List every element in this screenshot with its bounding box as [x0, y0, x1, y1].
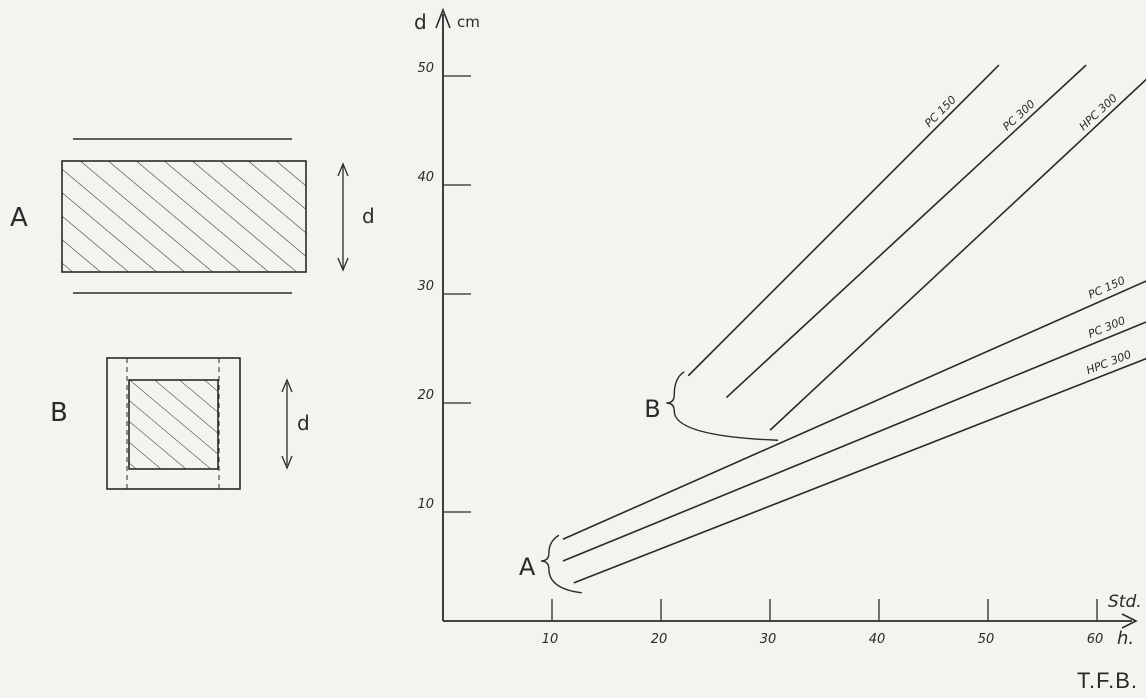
section-b-outer-square	[106, 357, 241, 490]
series-line-a-pc-300	[562, 321, 1146, 562]
y-axis-unit: cm	[457, 13, 480, 31]
section-b-dimension-label: d	[297, 411, 310, 435]
y-tick-label: 20	[417, 388, 434, 403]
series-line-a-pc-150	[562, 280, 1146, 540]
chart-ticks: 102030405060701020304050	[417, 61, 1104, 647]
section-b-label: B	[50, 398, 68, 428]
y-axis-arrow	[435, 7, 451, 29]
y-tick-label: 10	[417, 497, 434, 512]
x-tick-label: 60	[1087, 632, 1104, 647]
section-a-hatched-slab	[61, 160, 307, 273]
series-line-b-pc-150	[687, 64, 1000, 377]
group-label-b: B	[644, 395, 660, 423]
section-a-diagram	[61, 138, 349, 294]
series-line-a-hpc-300	[573, 357, 1146, 584]
y-tick-label: 40	[417, 170, 434, 185]
x-tick-label: 10	[542, 632, 559, 647]
credit-text: T.F.B.	[1076, 668, 1138, 693]
section-a-dimension-label: d	[362, 204, 375, 228]
x-tick-label: 30	[760, 632, 777, 647]
series-label: HPC 300	[1077, 92, 1120, 134]
section-b-hatched-core	[128, 379, 219, 470]
series-label: PC 300	[1086, 314, 1127, 341]
chart-series-lines	[562, 64, 1146, 584]
y-axis-label: d	[414, 10, 427, 34]
x-axis-label-bottom: h.	[1117, 628, 1134, 649]
series-line-b-pc-300	[725, 64, 1087, 399]
y-tick-label: 30	[417, 279, 434, 294]
x-axis-arrow	[1121, 613, 1138, 629]
series-label: PC 150	[1086, 274, 1127, 302]
x-axis-label-top: Std.	[1108, 592, 1142, 612]
chart-axes	[435, 7, 1138, 629]
group-label-a: A	[519, 553, 536, 581]
section-a-label: A	[10, 203, 28, 233]
x-tick-label: 40	[869, 632, 886, 647]
x-tick-label: 20	[651, 632, 668, 647]
group-brace-b	[666, 371, 779, 441]
chart-group-braces: AB	[519, 371, 779, 594]
y-tick-label: 50	[417, 61, 434, 76]
series-line-b-hpc-300	[769, 78, 1146, 431]
section-b-diagram	[106, 357, 293, 490]
group-brace-a	[540, 534, 582, 594]
x-tick-label: 50	[978, 632, 995, 647]
